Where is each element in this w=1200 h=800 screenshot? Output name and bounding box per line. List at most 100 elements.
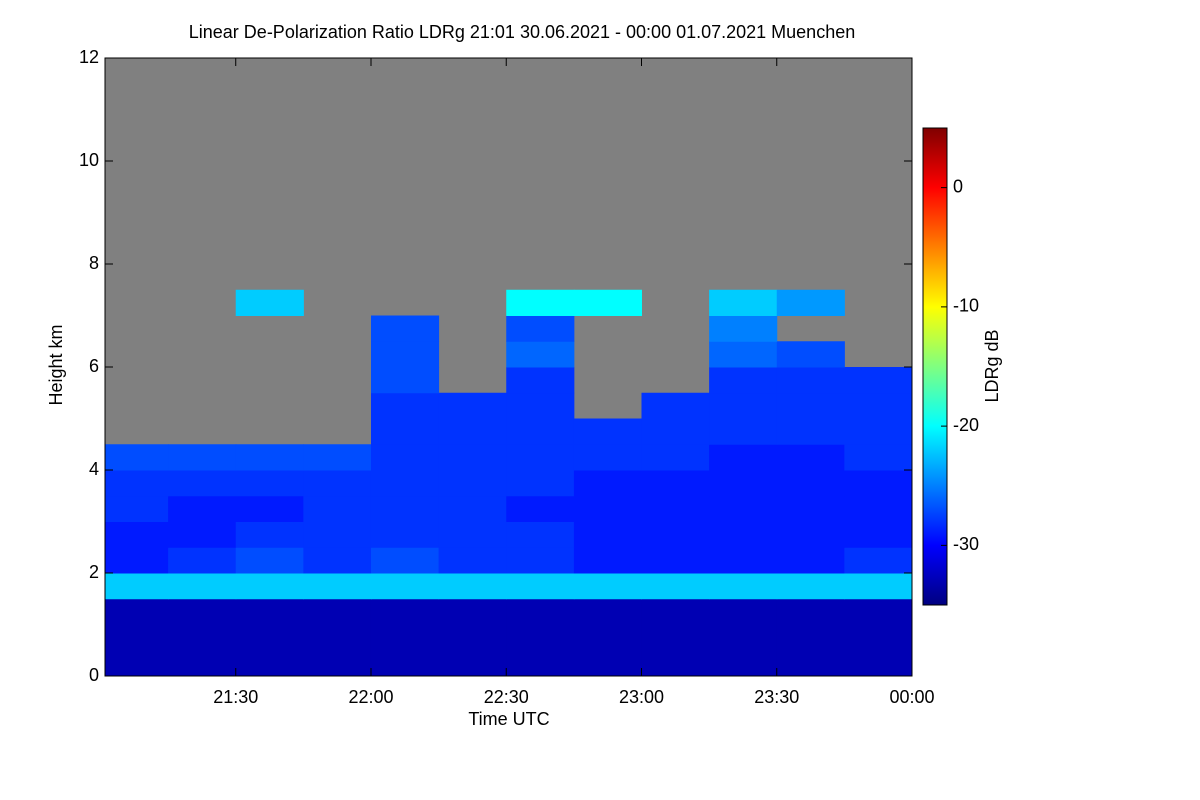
heatmap-cell [235,470,304,497]
heatmap-cell [168,650,237,677]
heatmap-cell [844,573,913,600]
heatmap-cell [573,547,642,574]
heatmap-cell [776,624,845,651]
heatmap-cell [573,598,642,625]
heatmap-cell [105,598,169,625]
x-tick-label: 22:30 [484,687,529,707]
heatmap-cell [105,624,169,651]
heatmap-cell [573,418,642,445]
heatmap-cell [776,598,845,625]
heatmap-cell [506,573,575,600]
heatmap-cell [506,444,575,471]
heatmap-cell [844,547,913,574]
heatmap-cell [776,573,845,600]
heatmap-cell [709,521,778,548]
heatmap-cell [370,418,440,445]
heatmap-cell [776,547,845,574]
heatmap-cell [370,315,440,342]
heatmap-cell [370,521,440,548]
x-tick-label: 21:30 [213,687,258,707]
colorbar-tick-label: -10 [953,296,979,316]
heatmap-cell [709,341,778,368]
heatmap-cell [709,547,778,574]
heatmap-cell [844,650,913,677]
heatmap-cell [370,392,440,419]
heatmap-cell [506,367,575,394]
heatmap-cell [776,418,845,445]
heatmap-cell [506,521,575,548]
colorbar-tick-label: 0 [953,176,963,196]
heatmap-cell [709,392,778,419]
heatmap-cell [641,470,710,497]
colorbar-tick-label: -20 [953,415,979,435]
heatmap-cell [303,573,372,600]
heatmap-cell [303,521,372,548]
heatmap-cell [844,418,913,445]
heatmap-cell [168,495,237,522]
heatmap-cell [709,573,778,600]
heatmap-cell [105,547,169,574]
colorbar [922,127,948,606]
y-tick-label: 10 [79,150,99,170]
heatmap-cell [844,495,913,522]
heatmap-cell [709,650,778,677]
heatmap-cell [709,470,778,497]
y-tick-label: 4 [89,459,99,479]
heatmap-cell [438,573,507,600]
heatmap-cell [105,444,169,471]
heatmap-cell [641,573,710,600]
heatmap-cell [370,341,440,368]
heatmap-cell [573,495,642,522]
heatmap-cell [641,547,710,574]
y-tick-label: 0 [89,665,99,685]
heatmap-cell [168,624,237,651]
heatmap-cell [235,521,304,548]
heatmap-cell [235,289,304,316]
heatmap-cell [776,341,845,368]
heatmap-cell [506,289,575,316]
heatmap-cell [370,367,440,394]
heatmap-cell [370,444,440,471]
heatmap-cell [709,418,778,445]
heatmap-cell [105,573,169,600]
heatmap-cell [776,289,845,316]
heatmap-cell [709,367,778,394]
heatmap-cell [168,444,237,471]
y-tick-label: 8 [89,253,99,273]
heatmap-cell [709,495,778,522]
heatmap-cell [844,598,913,625]
heatmap-cell [168,598,237,625]
y-tick-label: 12 [79,47,99,67]
heatmap-cell [235,573,304,600]
heatmap-cell [105,650,169,677]
heatmap-cell [506,598,575,625]
chart-title: Linear De-Polarization Ratio LDRg 21:01 … [189,22,855,42]
heatmap-cell [370,495,440,522]
heatmap-cell [709,315,778,342]
heatmap-cell [370,598,440,625]
heatmap-cell [573,650,642,677]
heatmap-cell [438,418,507,445]
y-tick-label: 2 [89,562,99,582]
heatmap-cell [844,470,913,497]
heatmap-cell [573,444,642,471]
x-tick-label: 22:00 [348,687,393,707]
heatmap-cell [438,547,507,574]
heatmap-cell [506,392,575,419]
heatmap-cell [506,315,575,342]
heatmap-cell [370,470,440,497]
heatmap-cell [844,444,913,471]
heatmap-cell [776,444,845,471]
heatmap-cell [573,470,642,497]
heatmap-cell [641,598,710,625]
heatmap-cell [709,289,778,316]
heatmap-cell [573,521,642,548]
heatmap-cell [573,624,642,651]
heatmap-cell [105,495,169,522]
heatmap-cell [641,650,710,677]
heatmap-cell [844,521,913,548]
heatmap-cell [303,598,372,625]
heatmap-cell [235,547,304,574]
heatmap-cell [641,495,710,522]
heatmap-cell [370,573,440,600]
